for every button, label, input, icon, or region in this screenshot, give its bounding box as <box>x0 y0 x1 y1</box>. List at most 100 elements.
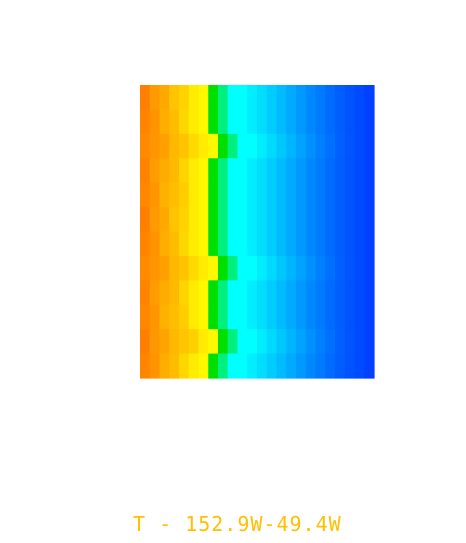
heatmap-cell <box>354 85 365 111</box>
heatmap-cell <box>140 182 151 208</box>
heatmap-cell <box>208 304 219 330</box>
heatmap-cell <box>286 158 297 184</box>
heatmap-cell <box>344 85 356 111</box>
heatmap-cell <box>276 231 287 257</box>
heatmap-cell <box>305 329 317 355</box>
heatmap-cell <box>198 304 209 330</box>
heatmap-cell <box>227 280 239 306</box>
heatmap-cell <box>325 353 336 379</box>
heatmap-cell <box>247 207 258 233</box>
heatmap-cell <box>325 133 336 159</box>
heatmap-cell <box>227 329 239 355</box>
heatmap-cell <box>364 280 375 306</box>
heatmap-cell <box>257 255 268 281</box>
heatmap-cell <box>344 182 356 208</box>
heatmap-cell <box>227 109 239 135</box>
heatmap-cell <box>296 304 307 330</box>
heatmap-cell <box>179 280 190 306</box>
heatmap-cell <box>179 255 190 281</box>
heatmap-cell <box>218 304 229 330</box>
heatmap-cell <box>315 231 326 257</box>
heatmap-cell <box>315 329 326 355</box>
heatmap-cell <box>169 304 180 330</box>
heatmap-cell <box>237 329 248 355</box>
heatmap-cell <box>188 304 200 330</box>
heatmap-cell <box>227 207 239 233</box>
heatmap-cell <box>237 182 248 208</box>
heatmap-cell <box>257 280 268 306</box>
heatmap-cell <box>218 133 229 159</box>
heatmap-cell <box>315 280 326 306</box>
caption-label: T - 152.9W-49.4W <box>133 512 342 536</box>
heatmap-cell <box>354 109 365 135</box>
heatmap-cell <box>305 304 317 330</box>
heatmap-cell <box>276 280 287 306</box>
heatmap-cell <box>305 158 317 184</box>
heatmap-grid <box>140 85 375 379</box>
heatmap-cell <box>325 255 336 281</box>
heatmap-cell <box>179 109 190 135</box>
heatmap-cell <box>335 255 346 281</box>
heatmap-cell <box>266 158 278 184</box>
heatmap-cell <box>140 158 151 184</box>
heatmap-cell <box>227 304 239 330</box>
heatmap-cell <box>276 255 287 281</box>
heatmap-cell <box>354 133 365 159</box>
heatmap-cell <box>266 133 278 159</box>
heatmap-cell <box>198 329 209 355</box>
heatmap-cell <box>315 133 326 159</box>
heatmap-cell <box>257 231 268 257</box>
heatmap-cell <box>305 85 317 111</box>
heatmap-cell <box>169 207 180 233</box>
heatmap-cell <box>296 109 307 135</box>
heatmap-cell <box>325 158 336 184</box>
heatmap-cell <box>198 231 209 257</box>
heatmap-cell <box>140 353 151 379</box>
heatmap-cell <box>208 182 219 208</box>
heatmap-cell <box>315 255 326 281</box>
heatmap-cell <box>179 85 190 111</box>
heatmap-cell <box>149 207 161 233</box>
heatmap-cell <box>305 353 317 379</box>
heatmap-cell <box>159 329 170 355</box>
heatmap-cell <box>198 255 209 281</box>
heatmap-cell <box>149 255 161 281</box>
heatmap-cell <box>227 255 239 281</box>
heatmap-cell <box>344 304 356 330</box>
heatmap-cell <box>286 329 297 355</box>
heatmap-cell <box>335 133 346 159</box>
heatmap-cell <box>296 158 307 184</box>
heatmap-cell <box>208 207 219 233</box>
heatmap-cell <box>237 85 248 111</box>
heatmap-cell <box>218 109 229 135</box>
heatmap-cell <box>315 353 326 379</box>
heatmap-cell <box>335 304 346 330</box>
heatmap-cell <box>218 207 229 233</box>
heatmap-cell <box>247 329 258 355</box>
heatmap-cell <box>188 207 200 233</box>
heatmap-cell <box>266 85 278 111</box>
heatmap-cell <box>335 231 346 257</box>
heatmap-cell <box>237 158 248 184</box>
heatmap-cell <box>247 304 258 330</box>
heatmap-cell <box>149 109 161 135</box>
heatmap-cell <box>257 85 268 111</box>
heatmap-cell <box>325 207 336 233</box>
heatmap-cell <box>140 109 151 135</box>
heatmap-cell <box>364 353 375 379</box>
heatmap-cell <box>335 109 346 135</box>
heatmap-cell <box>140 304 151 330</box>
heatmap-cell <box>179 329 190 355</box>
heatmap-cell <box>218 329 229 355</box>
heatmap-cell <box>227 133 239 159</box>
heatmap-cell <box>140 133 151 159</box>
heatmap-cell <box>198 207 209 233</box>
heatmap-cell <box>335 182 346 208</box>
heatmap-cell <box>237 280 248 306</box>
heatmap-cell <box>140 255 151 281</box>
heatmap-cell <box>179 207 190 233</box>
heatmap-cell <box>218 255 229 281</box>
heatmap-cell <box>364 231 375 257</box>
heatmap-cell <box>257 182 268 208</box>
heatmap-cell <box>198 133 209 159</box>
